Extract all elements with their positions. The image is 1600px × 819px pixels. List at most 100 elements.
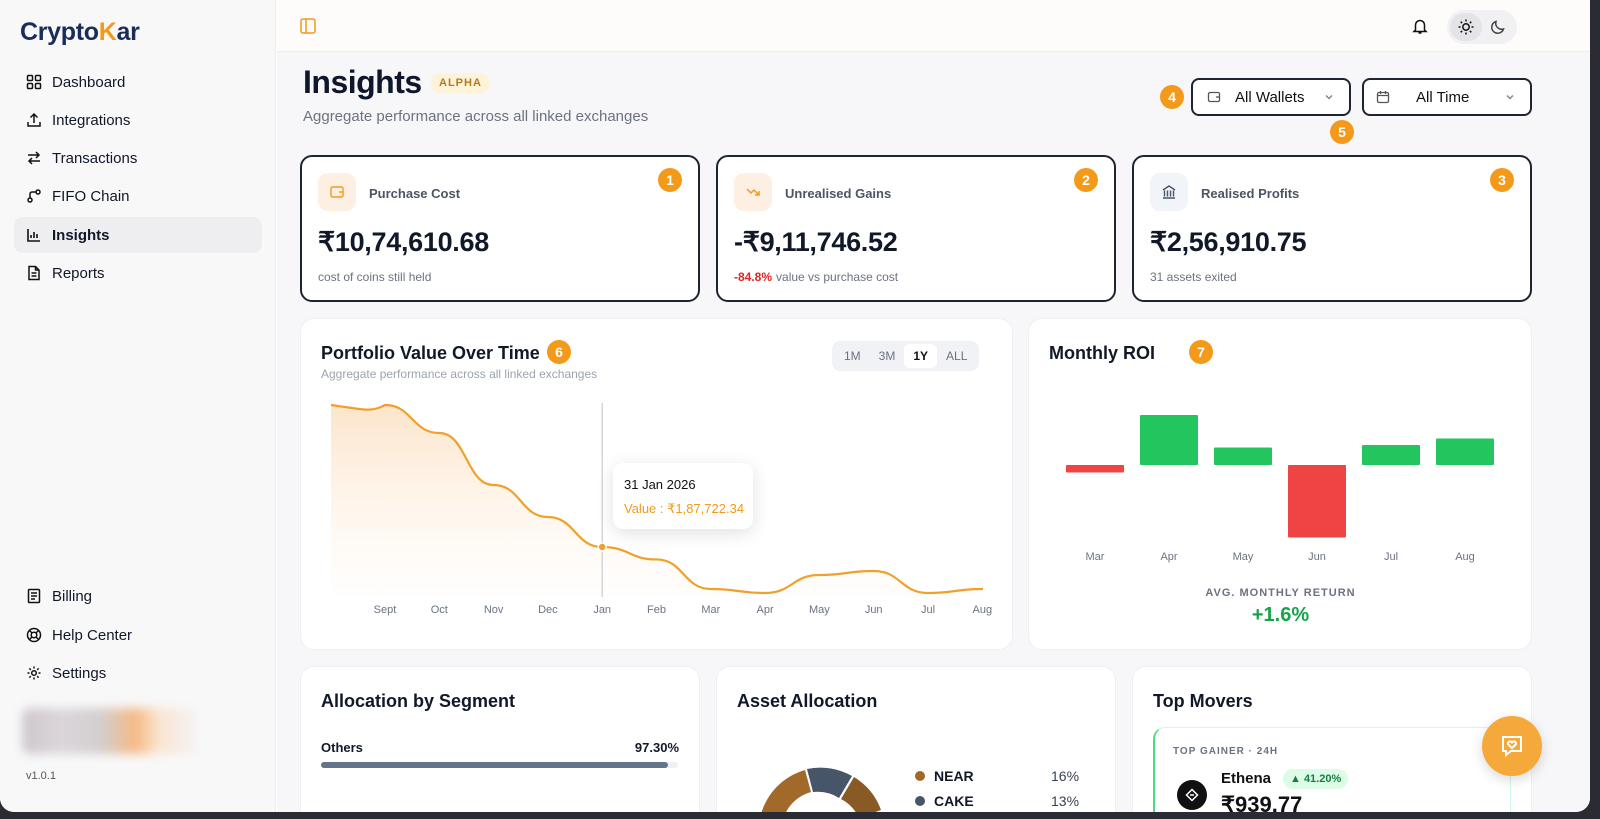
bell-icon[interactable] (1411, 17, 1429, 35)
x-tick-label: Jul (1384, 551, 1398, 563)
top-movers-card: Top Movers TOP GAINER · 24H Ethena ▲ 41.… (1132, 666, 1532, 812)
trend-down-icon (734, 173, 772, 211)
roi-bar (1140, 415, 1198, 465)
movers-title: Top Movers (1153, 691, 1253, 711)
wallet-select[interactable]: All Wallets (1191, 78, 1351, 116)
gear-icon (27, 666, 41, 680)
roi-bar-chart[interactable]: Mar Apr May Jun Jul Aug (1029, 319, 1533, 579)
chart-tooltip: 31 Jan 2026 Value : ₹1,87,722.34 (613, 463, 753, 529)
x-tick-label: May (809, 604, 830, 616)
mover-name: Ethena (1221, 770, 1272, 787)
sidebar-item-insights[interactable]: Insights (14, 217, 262, 253)
segment-progress-fill (321, 762, 669, 768)
sidebar-item-label: Help Center (52, 626, 133, 644)
sidebar-item-label: Reports (52, 264, 105, 282)
sidebar-item-help-center[interactable]: Help Center (14, 617, 262, 653)
stat-label: Unrealised Gains (785, 186, 892, 201)
purchase-cost-card: Purchase Cost 1 ₹10,74,610.68 cost of co… (300, 155, 700, 302)
asset-allocation-card: Asset Allocation NEAR 16% CAKE 13% (716, 666, 1116, 812)
x-tick-label: Mar (1086, 551, 1105, 563)
chat-button[interactable] (1482, 716, 1542, 776)
area-fill (331, 405, 983, 597)
segment-row: Others 97.30% (321, 740, 679, 755)
range-3m[interactable]: 3M (878, 349, 896, 363)
x-tick-label: Mar (701, 604, 720, 616)
legend-item-near: NEAR 16% (915, 768, 1079, 784)
x-tick-label: Jul (921, 604, 935, 616)
sidebar-item-reports[interactable]: Reports (14, 255, 262, 291)
marker-5: 5 (1330, 120, 1354, 144)
bank-icon (1150, 173, 1188, 211)
legend-dot (915, 771, 925, 781)
stat-value: ₹10,74,610.68 (318, 227, 489, 257)
mover-price: ₹939.77 (1221, 792, 1303, 812)
range-1m[interactable]: 1M (844, 349, 861, 363)
portfolio-chart-title: Portfolio Value Over Time (321, 343, 540, 363)
page-title: Insights (303, 64, 422, 100)
x-tick-label: Apr (757, 604, 774, 616)
sidebar-item-label: Billing (52, 587, 93, 605)
segment-title: Allocation by Segment (321, 691, 516, 711)
roi-chart-title: Monthly ROI (1049, 343, 1155, 363)
moon-icon[interactable] (1489, 18, 1507, 36)
unrealised-gains-card: Unrealised Gains 2 -₹9,11,746.52 -84.8% v… (716, 155, 1116, 302)
sidebar-item-billing[interactable]: Billing (14, 578, 262, 614)
top-bar (277, 0, 1590, 52)
monthly-roi-card: Monthly ROI 7 Mar Apr May Jun Jul Aug AVG. MO… (1028, 318, 1532, 650)
sidebar-item-label: Settings (52, 664, 107, 682)
marker-2: 2 (1074, 168, 1098, 192)
tooltip-date: 31 Jan 2026 (624, 477, 696, 492)
sidebar-item-integrations[interactable]: Integrations (14, 102, 262, 138)
marker-3: 3 (1490, 168, 1514, 192)
sidebar-item-transactions[interactable]: Transactions (14, 140, 262, 176)
marker-1: 1 (658, 168, 682, 192)
legend-item-cake: CAKE 13% (915, 793, 1079, 809)
theme-toggle[interactable] (1447, 10, 1517, 44)
sun-icon (1458, 19, 1474, 35)
sidebar-item-label: FIFO Chain (52, 187, 130, 205)
dashboard-icon (26, 74, 42, 90)
chat-icon (1502, 736, 1522, 758)
x-tick-label: Jun (865, 604, 883, 616)
version-label: v1.0.1 (26, 770, 56, 782)
marker-4: 4 (1160, 85, 1184, 109)
sidebar-item-settings[interactable]: Settings (14, 655, 262, 691)
donut-slice-cake (807, 767, 852, 798)
portfolio-area-chart[interactable]: Sept Oct Nov Dec Jan Feb Mar Apr May Jun Jul Aug (301, 319, 1014, 651)
x-tick-label: Oct (431, 604, 448, 616)
chevron-down-icon (1325, 94, 1333, 100)
range-1y[interactable]: 1Y (904, 344, 938, 368)
realised-profits-card: Realised Profits 3 ₹2,56,910.75 31 asset… (1132, 155, 1532, 302)
time-select-value: All Time (1416, 88, 1470, 106)
time-select[interactable]: All Time (1362, 78, 1532, 116)
wallet-icon (318, 173, 356, 211)
theme-light-option[interactable] (1450, 13, 1482, 41)
roi-bar (1066, 465, 1124, 473)
sidebar-item-label: Insights (52, 226, 110, 244)
roi-bar (1288, 465, 1346, 538)
segment-pct: 97.30% (634, 740, 679, 755)
asset-donut-chart[interactable] (747, 762, 897, 812)
stat-note: -84.8% value vs purchase cost (734, 270, 899, 284)
sidebar-toggle-icon[interactable] (299, 17, 317, 35)
sidebar-item-label: Transactions (52, 149, 138, 167)
stat-value: ₹2,56,910.75 (1150, 227, 1307, 257)
x-tick-label: Nov (484, 604, 504, 616)
stat-note: 31 assets exited (1150, 270, 1237, 284)
donut-slice-other (841, 777, 881, 812)
segment-progress (321, 762, 678, 768)
sidebar-item-label: Dashboard (52, 73, 126, 91)
sidebar-item-dashboard[interactable]: Dashboard (14, 64, 262, 100)
logo[interactable]: CryptoKar (20, 18, 140, 46)
alpha-badge: ALPHA (431, 73, 490, 93)
x-tick-label: Aug (973, 604, 993, 616)
user-profile[interactable] (22, 708, 197, 754)
x-tick-label: Aug (1455, 551, 1475, 563)
calendar-icon (1376, 91, 1390, 104)
roi-bar (1214, 447, 1272, 465)
range-all[interactable]: ALL (946, 349, 968, 363)
billing-icon (27, 588, 41, 604)
page-subtitle: Aggregate performance across all linked … (303, 108, 649, 125)
top-gainer-card[interactable]: TOP GAINER · 24H Ethena ▲ 41.20% ₹939.77 (1153, 727, 1511, 812)
sidebar-item-fifo-chain[interactable]: FIFO Chain (14, 178, 262, 214)
